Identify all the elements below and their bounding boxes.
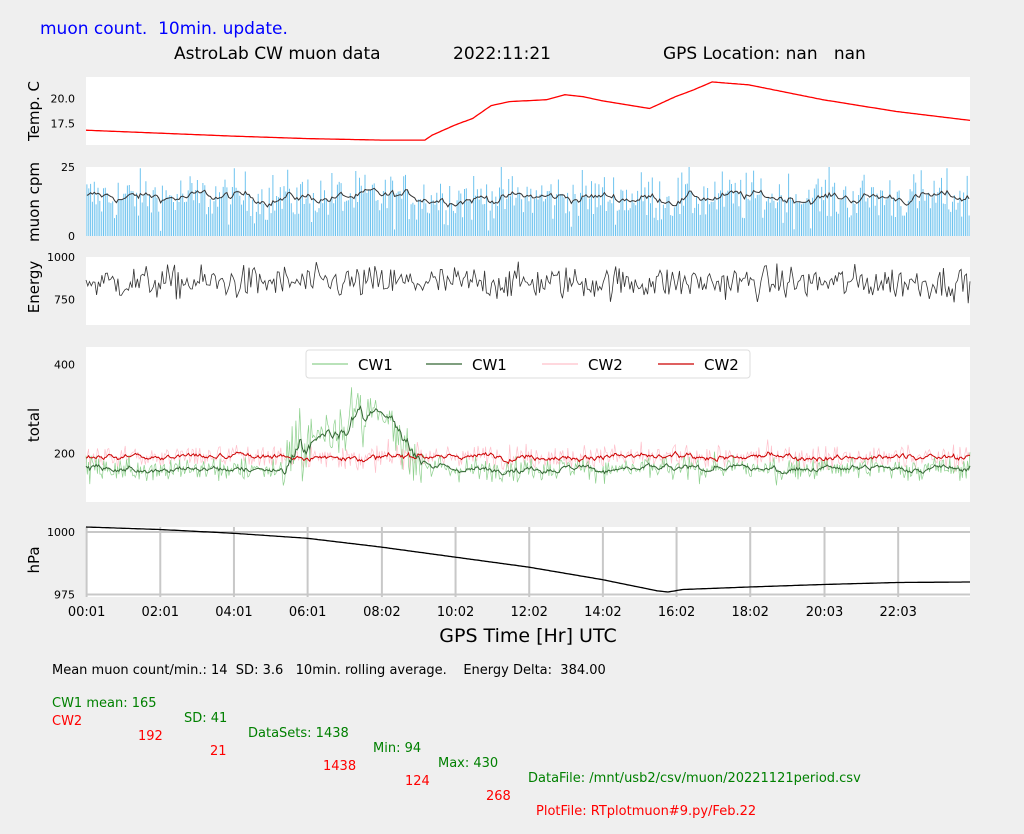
energy-line [85,261,971,304]
ytick-pressure-1: 975 [54,589,75,602]
muon-chart-svg: Temp. C 20.0 17.5 muon cpm 25 0 Energy 1000 750 t… [25,77,971,647]
cw1-datafile: DataFile: /mnt/usb2/csv/muon/20221121per… [528,771,861,786]
ytick-total-0: 400 [54,359,75,372]
ytick-pressure-0: 1000 [47,526,75,539]
panel-bg-muon-cpm [86,167,970,236]
muon-cpm-average [86,187,970,208]
subtitle-date: 2022:11:21 [453,44,551,64]
legend-label-3: CW2 [704,356,739,374]
ylabel-temperature: Temp. C [25,81,43,142]
xtick-10: 20:03 [806,605,843,620]
chart-page: muon count. 10min. update. AstroLab CW m… [25,19,971,819]
ytick-muon-cpm-1: 0 [68,230,75,243]
top-title: muon count. 10min. update. [40,19,288,39]
xtick-0: 00:01 [68,605,105,620]
xtick-1: 02:01 [142,605,179,620]
cw2-datasets: 1438 [323,759,357,774]
legend-box [305,349,751,379]
ylabel-total: total [25,408,43,442]
legend-label-1: CW1 [472,356,507,374]
cw2-min: 124 [405,774,430,789]
cw2-max: 268 [486,789,511,804]
total-legend: CW1 CW1 CW2 CW2 [305,349,751,379]
xtick-2: 04:01 [215,605,252,620]
cw2-label: CW2 [52,714,83,729]
cw1-datasets: DataSets: 1438 [248,726,349,741]
ytick-temperature-0: 20.0 [51,93,76,106]
xtick-4: 08:02 [363,605,400,620]
ylabel-muon-cpm: muon cpm [25,162,43,242]
ytick-total-1: 200 [54,447,75,460]
ytick-energy-0: 1000 [47,251,75,264]
panel-bg-energy [86,257,970,325]
temperature-line [85,81,971,141]
cw1-sd: SD: 41 [184,711,228,726]
cw1-average-line [85,405,971,476]
cw2-sd: 21 [210,744,227,759]
cw1-max: Max: 430 [438,756,499,771]
muon-cpm-bars [86,167,970,236]
cw2-mean: 192 [138,729,163,744]
legend-label-2: CW2 [588,356,623,374]
xtick-7: 14:02 [584,605,621,620]
panel-bg-pressure [86,527,970,597]
xtick-5: 10:02 [437,605,474,620]
cw1-mean: CW1 mean: 165 [52,696,157,711]
xaxis-label: GPS Time [Hr] UTC [439,625,616,647]
xtick-3: 06:01 [289,605,326,620]
footer-summary: Mean muon count/min.: 14 SD: 3.6 10min. … [52,663,606,678]
ylabel-pressure: hPa [25,546,43,573]
pressure-line [85,526,970,593]
xtick-9: 18:02 [731,605,768,620]
cw2-average-line [85,450,971,465]
cw1-min: Min: 94 [373,741,422,756]
xtick-11: 22:03 [879,605,916,620]
subtitle-source: AstroLab CW muon data [174,44,381,64]
ytick-energy-1: 750 [54,294,75,307]
ytick-temperature-1: 17.5 [51,117,76,130]
panel-bg-temperature [86,77,970,145]
xtick-8: 16:02 [658,605,695,620]
ytick-muon-cpm-0: 25 [61,161,75,174]
footer-cw2-row: CW2 192 21 1438 124 268 PlotFile: RTplot… [52,699,756,834]
subtitle-gps: GPS Location: nan nan [663,44,866,64]
legend-label-0: CW1 [358,356,393,374]
cw2-plotfile: PlotFile: RTplotmuon#9.py/Feb.22 [536,804,757,819]
xtick-6: 12:02 [510,605,547,620]
ylabel-energy: Energy [25,261,43,314]
